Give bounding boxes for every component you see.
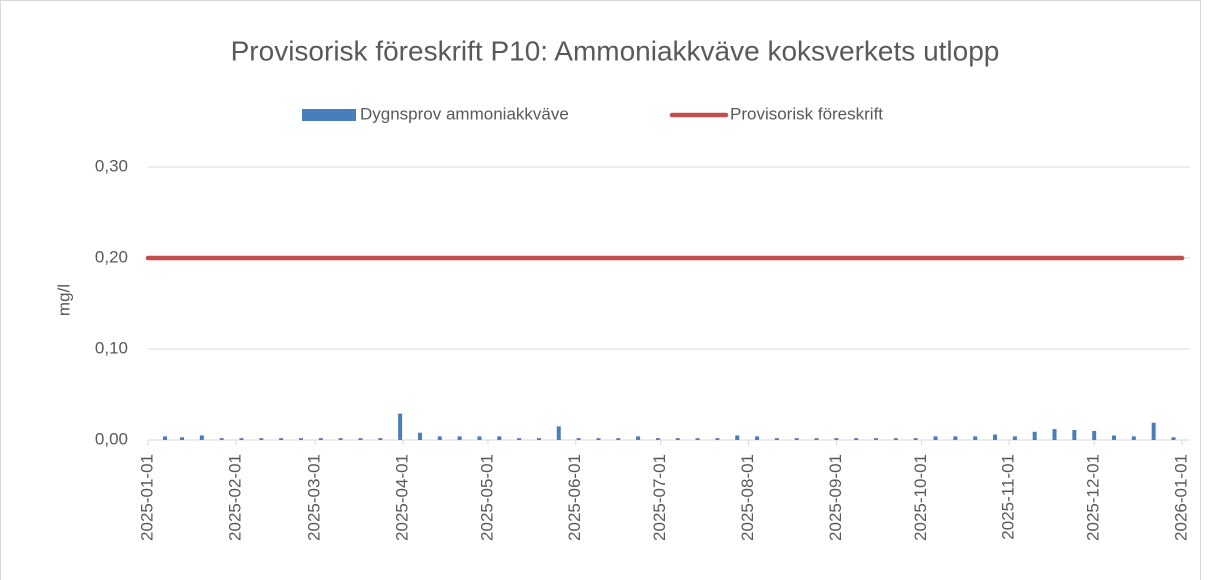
bar: [636, 436, 641, 440]
bar: [497, 436, 502, 440]
bar: [715, 438, 720, 440]
bar: [596, 438, 601, 440]
x-tick-label: 2025-05-01: [477, 454, 496, 541]
bar: [179, 437, 184, 440]
bar: [1012, 436, 1017, 440]
x-tick-label: 2025-07-01: [650, 454, 669, 541]
bar: [162, 436, 167, 440]
bar: [1112, 435, 1117, 440]
bar: [755, 436, 760, 440]
bar: [893, 438, 898, 440]
bar: [1052, 429, 1057, 440]
bar: [616, 438, 621, 440]
bar: [993, 434, 998, 440]
bar: [219, 438, 224, 440]
y-tick-label: 0,20: [95, 247, 128, 266]
bar: [834, 438, 839, 440]
legend-label: Provisorisk föreskrift: [730, 104, 883, 123]
bar: [576, 438, 581, 440]
x-tick-label: 2025-08-01: [738, 454, 757, 541]
x-tick-label: 2025-04-01: [392, 454, 411, 541]
bar: [437, 436, 442, 440]
bar: [874, 438, 879, 440]
bar: [973, 436, 978, 440]
bar: [1032, 431, 1037, 440]
y-tick-label: 0,10: [95, 338, 128, 357]
bar: [1171, 437, 1176, 440]
x-tick-label: 2025-11-01: [999, 454, 1018, 540]
x-tick-label: 2025-09-01: [826, 454, 845, 541]
bar: [794, 438, 799, 440]
bar: [417, 432, 422, 440]
bar: [814, 438, 819, 440]
x-tick-label: 2025-03-01: [305, 454, 324, 541]
bar: [556, 426, 561, 440]
bar: [913, 438, 918, 440]
bar: [735, 435, 740, 440]
bar: [655, 438, 660, 440]
bar: [298, 438, 303, 440]
bar: [517, 438, 522, 440]
bar: [398, 413, 403, 440]
legend-swatch: [302, 109, 356, 121]
bar: [1092, 430, 1097, 440]
x-tick-label: 2025-10-01: [911, 454, 930, 541]
bar: [675, 438, 680, 440]
y-tick-label: 0,00: [95, 429, 128, 448]
x-tick-label: 2025-12-01: [1084, 454, 1103, 541]
bar: [338, 438, 343, 440]
bar: [259, 438, 264, 440]
legend-label: Dygnsprov ammoniakkväve: [360, 104, 569, 123]
bar: [1072, 429, 1077, 440]
bar: [774, 438, 779, 440]
bar: [378, 438, 383, 440]
y-axis-label: mg/l: [54, 284, 73, 316]
bar: [1131, 436, 1136, 440]
bar: [279, 438, 284, 440]
chart-title: Provisorisk föreskrift P10: Ammoniakkväv…: [231, 35, 1000, 66]
x-tick-label: 2026-01-01: [1171, 454, 1190, 541]
bar: [199, 435, 204, 440]
bar: [695, 438, 700, 440]
bar: [1151, 422, 1156, 440]
bar: [318, 438, 323, 440]
x-tick-label: 2025-01-01: [137, 454, 156, 541]
x-tick-label: 2025-02-01: [225, 454, 244, 541]
y-tick-label: 0,30: [95, 156, 128, 175]
bar: [457, 436, 462, 440]
x-tick-label: 2025-06-01: [565, 454, 584, 541]
bar: [933, 436, 938, 440]
bar: [239, 438, 244, 440]
bar: [477, 436, 482, 440]
bar: [953, 436, 958, 440]
bar: [536, 438, 541, 440]
bar: [358, 438, 363, 440]
bar: [854, 438, 859, 440]
